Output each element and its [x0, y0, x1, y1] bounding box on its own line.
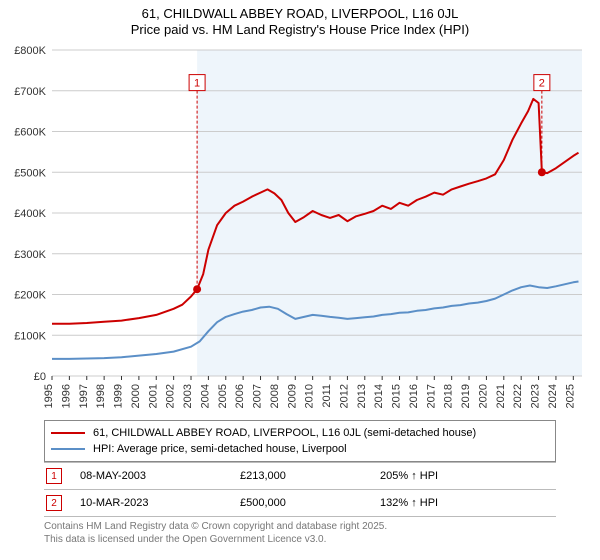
svg-text:2017: 2017 — [425, 384, 437, 408]
svg-text:2004: 2004 — [199, 384, 211, 408]
sale-date-2: 10-MAR-2023 — [80, 497, 240, 509]
sale-pct-2: 132% ↑ HPI — [380, 497, 520, 509]
svg-text:2015: 2015 — [391, 384, 403, 408]
svg-text:2007: 2007 — [252, 384, 264, 408]
svg-text:£800K: £800K — [14, 45, 46, 57]
svg-text:1996: 1996 — [60, 384, 72, 408]
title-block: 61, CHILDWALL ABBEY ROAD, LIVERPOOL, L16… — [0, 0, 600, 39]
svg-text:2013: 2013 — [356, 384, 368, 408]
sale-marker-2-num: 2 — [51, 498, 57, 509]
svg-text:2018: 2018 — [443, 384, 455, 408]
svg-text:2009: 2009 — [286, 384, 298, 408]
svg-text:2010: 2010 — [304, 384, 316, 408]
svg-text:2020: 2020 — [477, 384, 489, 408]
svg-text:2001: 2001 — [147, 384, 159, 408]
sale-pct-1: 205% ↑ HPI — [380, 470, 520, 482]
sales-table: 1 08-MAY-2003 £213,000 205% ↑ HPI 2 10-M… — [44, 462, 556, 517]
sale-marker-2: 2 — [46, 495, 62, 511]
title-address: 61, CHILDWALL ABBEY ROAD, LIVERPOOL, L16… — [0, 6, 600, 22]
svg-text:2025: 2025 — [564, 384, 576, 408]
line-chart-svg: £0 £100K £200K £300K £400K £500K £600K £700K £80… — [8, 44, 592, 414]
svg-text:2011: 2011 — [321, 384, 333, 408]
svg-text:2014: 2014 — [373, 384, 385, 408]
legend-item-property: 61, CHILDWALL ABBEY ROAD, LIVERPOOL, L16… — [51, 425, 549, 441]
svg-text:2012: 2012 — [338, 384, 350, 408]
legend: 61, CHILDWALL ABBEY ROAD, LIVERPOOL, L16… — [44, 420, 556, 462]
svg-text:£500K: £500K — [14, 167, 46, 179]
footer-line2: This data is licensed under the Open Gov… — [44, 533, 556, 546]
sale-row-2: 2 10-MAR-2023 £500,000 132% ↑ HPI — [44, 489, 556, 517]
svg-text:2019: 2019 — [460, 384, 472, 408]
svg-text:1998: 1998 — [95, 384, 107, 408]
footer-line1: Contains HM Land Registry data © Crown c… — [44, 520, 556, 533]
legend-swatch-property — [51, 432, 85, 434]
title-subtitle: Price paid vs. HM Land Registry's House … — [0, 22, 600, 38]
sale-marker-1-num: 1 — [51, 471, 57, 482]
svg-text:1: 1 — [194, 78, 200, 90]
sale-price-1: £213,000 — [240, 470, 380, 482]
svg-text:2024: 2024 — [547, 384, 559, 408]
legend-item-hpi: HPI: Average price, semi-detached house,… — [51, 441, 549, 457]
legend-label-hpi: HPI: Average price, semi-detached house,… — [93, 443, 347, 455]
sale-date-1: 08-MAY-2003 — [80, 470, 240, 482]
svg-text:2: 2 — [539, 78, 545, 90]
svg-text:2023: 2023 — [530, 384, 542, 408]
svg-text:£600K: £600K — [14, 127, 46, 139]
chart-container: 61, CHILDWALL ABBEY ROAD, LIVERPOOL, L16… — [0, 0, 600, 560]
svg-text:1997: 1997 — [78, 384, 90, 408]
svg-text:£200K: £200K — [14, 290, 46, 302]
svg-text:£0: £0 — [34, 371, 46, 383]
svg-text:2006: 2006 — [234, 384, 246, 408]
svg-text:2002: 2002 — [165, 384, 177, 408]
svg-text:1999: 1999 — [113, 384, 125, 408]
svg-text:£300K: £300K — [14, 249, 46, 261]
svg-text:2005: 2005 — [217, 384, 229, 408]
sale-marker-1: 1 — [46, 468, 62, 484]
svg-text:£100K: £100K — [14, 330, 46, 342]
sale-price-2: £500,000 — [240, 497, 380, 509]
svg-text:£400K: £400K — [14, 208, 46, 220]
svg-text:2008: 2008 — [269, 384, 281, 408]
sale-row-1: 1 08-MAY-2003 £213,000 205% ↑ HPI — [44, 462, 556, 489]
svg-text:2021: 2021 — [495, 384, 507, 408]
footer-attribution: Contains HM Land Registry data © Crown c… — [44, 520, 556, 546]
svg-text:£700K: £700K — [14, 86, 46, 98]
svg-text:2003: 2003 — [182, 384, 194, 408]
chart-area: £0 £100K £200K £300K £400K £500K £600K £700K £80… — [8, 44, 592, 414]
svg-text:2022: 2022 — [512, 384, 524, 408]
svg-text:1995: 1995 — [43, 384, 55, 408]
legend-label-property: 61, CHILDWALL ABBEY ROAD, LIVERPOOL, L16… — [93, 427, 476, 439]
legend-swatch-hpi — [51, 448, 85, 450]
svg-text:2016: 2016 — [408, 384, 420, 408]
svg-text:2000: 2000 — [130, 384, 142, 408]
